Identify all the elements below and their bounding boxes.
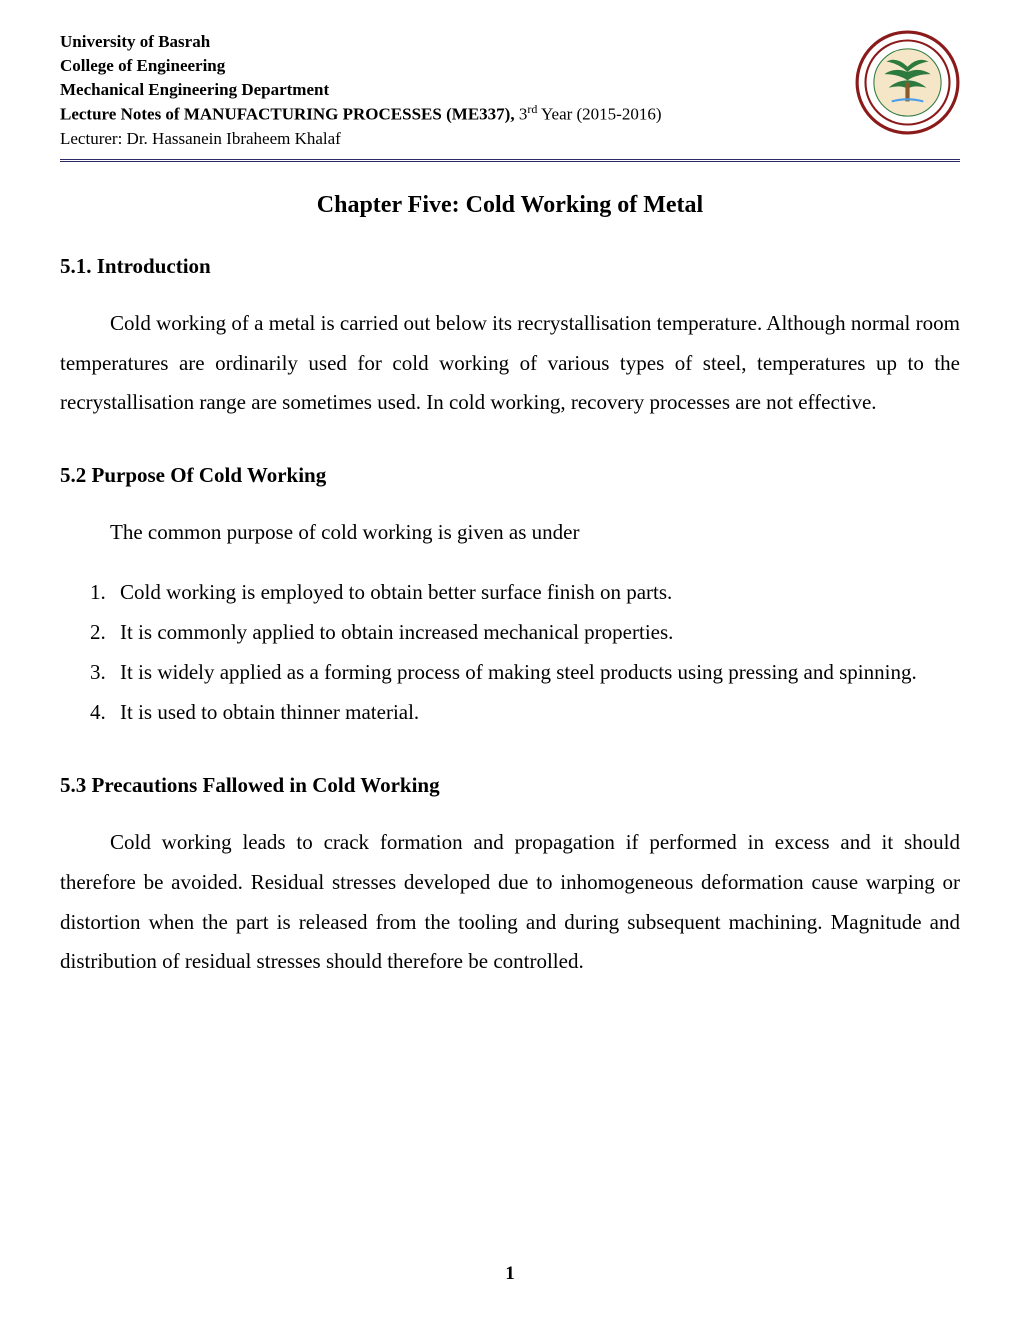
purpose-list: 1. Cold working is employed to obtain bet… [60,573,960,733]
header-text-block: University of Basrah College of Engineer… [60,30,835,151]
section-heading-2: 5.2 Purpose Of Cold Working [60,463,960,488]
lecture-info: Lecture Notes of MANUFACTURING PROCESSES… [60,101,835,126]
page-number: 1 [505,1263,515,1285]
list-text: It is widely applied as a forming proces… [120,660,917,684]
list-item: 3. It is widely applied as a forming proc… [90,653,960,693]
section-heading-3: 5.3 Precautions Fallowed in Cold Working [60,773,960,798]
list-number: 2. [90,613,106,653]
list-number: 4. [90,693,106,733]
section-2-intro: The common purpose of cold working is gi… [60,513,960,553]
header-divider [60,159,960,162]
document-header: University of Basrah College of Engineer… [60,30,960,151]
year-suffix: rd [527,102,537,116]
college-name: College of Engineering [60,54,835,78]
list-text: It is commonly applied to obtain increas… [120,620,673,644]
university-logo [855,30,960,135]
list-item: 2. It is commonly applied to obtain incre… [90,613,960,653]
section-1-body: Cold working of a metal is carried out b… [60,304,960,424]
list-text: Cold working is employed to obtain bette… [120,580,672,604]
department-name: Mechanical Engineering Department [60,78,835,102]
course-code: (ME337), [446,105,514,124]
lecturer-name: Lecturer: Dr. Hassanein Ibraheem Khalaf [60,127,835,151]
year-info: Year (2015-2016) [537,105,661,124]
section-heading-1: 5.1. Introduction [60,254,960,279]
list-item: 1. Cold working is employed to obtain bet… [90,573,960,613]
lecture-prefix: Lecture Notes of MANUFACTURING PROCESSES [60,105,442,124]
list-number: 3. [90,653,106,693]
list-number: 1. [90,573,106,613]
logo-svg [855,30,960,135]
list-item: 4. It is used to obtain thinner material. [90,693,960,733]
section-3-body: Cold working leads to crack formation an… [60,823,960,983]
chapter-title: Chapter Five: Cold Working of Metal [60,192,960,219]
list-text: It is used to obtain thinner material. [120,700,419,724]
university-name: University of Basrah [60,30,835,54]
